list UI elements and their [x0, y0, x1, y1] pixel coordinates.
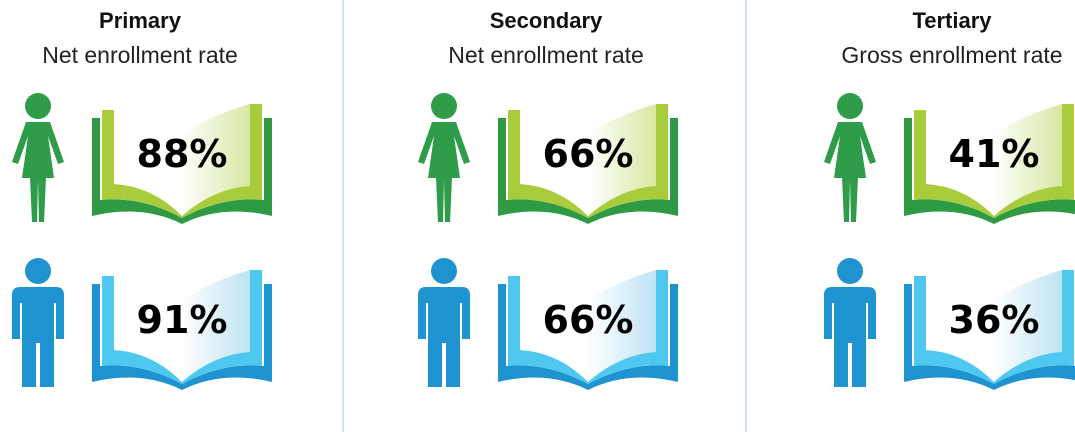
column-divider [342, 0, 344, 432]
female-rate-label: 88% [136, 132, 228, 176]
panel-tertiary: Tertiary Gross enrollment rate 41% [812, 0, 1075, 432]
open-book-icon [904, 104, 1075, 224]
panel-subtitle: Net enrollment rate [448, 42, 644, 68]
column-divider [745, 0, 747, 432]
open-book-icon [92, 270, 272, 390]
female-rate-label: 41% [948, 132, 1040, 176]
open-book-icon [498, 104, 678, 224]
open-book-icon [92, 104, 272, 224]
panel-subtitle: Gross enrollment rate [841, 42, 1063, 68]
male-rate-label: 66% [542, 298, 634, 342]
panel-secondary: Secondary Net enrollment rate 66% [406, 0, 746, 432]
female-rate-label: 66% [542, 132, 634, 176]
open-book-icon [498, 270, 678, 390]
panel-title: Secondary [489, 8, 603, 33]
male-rate-label: 91% [136, 298, 228, 342]
female-figure-icon [824, 93, 876, 222]
panel-primary: Primary Net enrollment rate 88% [0, 0, 340, 432]
male-rate-label: 36% [948, 298, 1040, 342]
female-figure-icon [12, 93, 64, 222]
male-figure-icon [418, 258, 470, 387]
male-figure-icon [824, 258, 876, 387]
open-book-icon [904, 270, 1075, 390]
female-figure-icon [418, 93, 470, 222]
panel-subtitle: Net enrollment rate [42, 42, 238, 68]
panel-title: Primary [99, 8, 181, 33]
panel-title: Tertiary [912, 8, 992, 33]
male-figure-icon [12, 258, 64, 387]
